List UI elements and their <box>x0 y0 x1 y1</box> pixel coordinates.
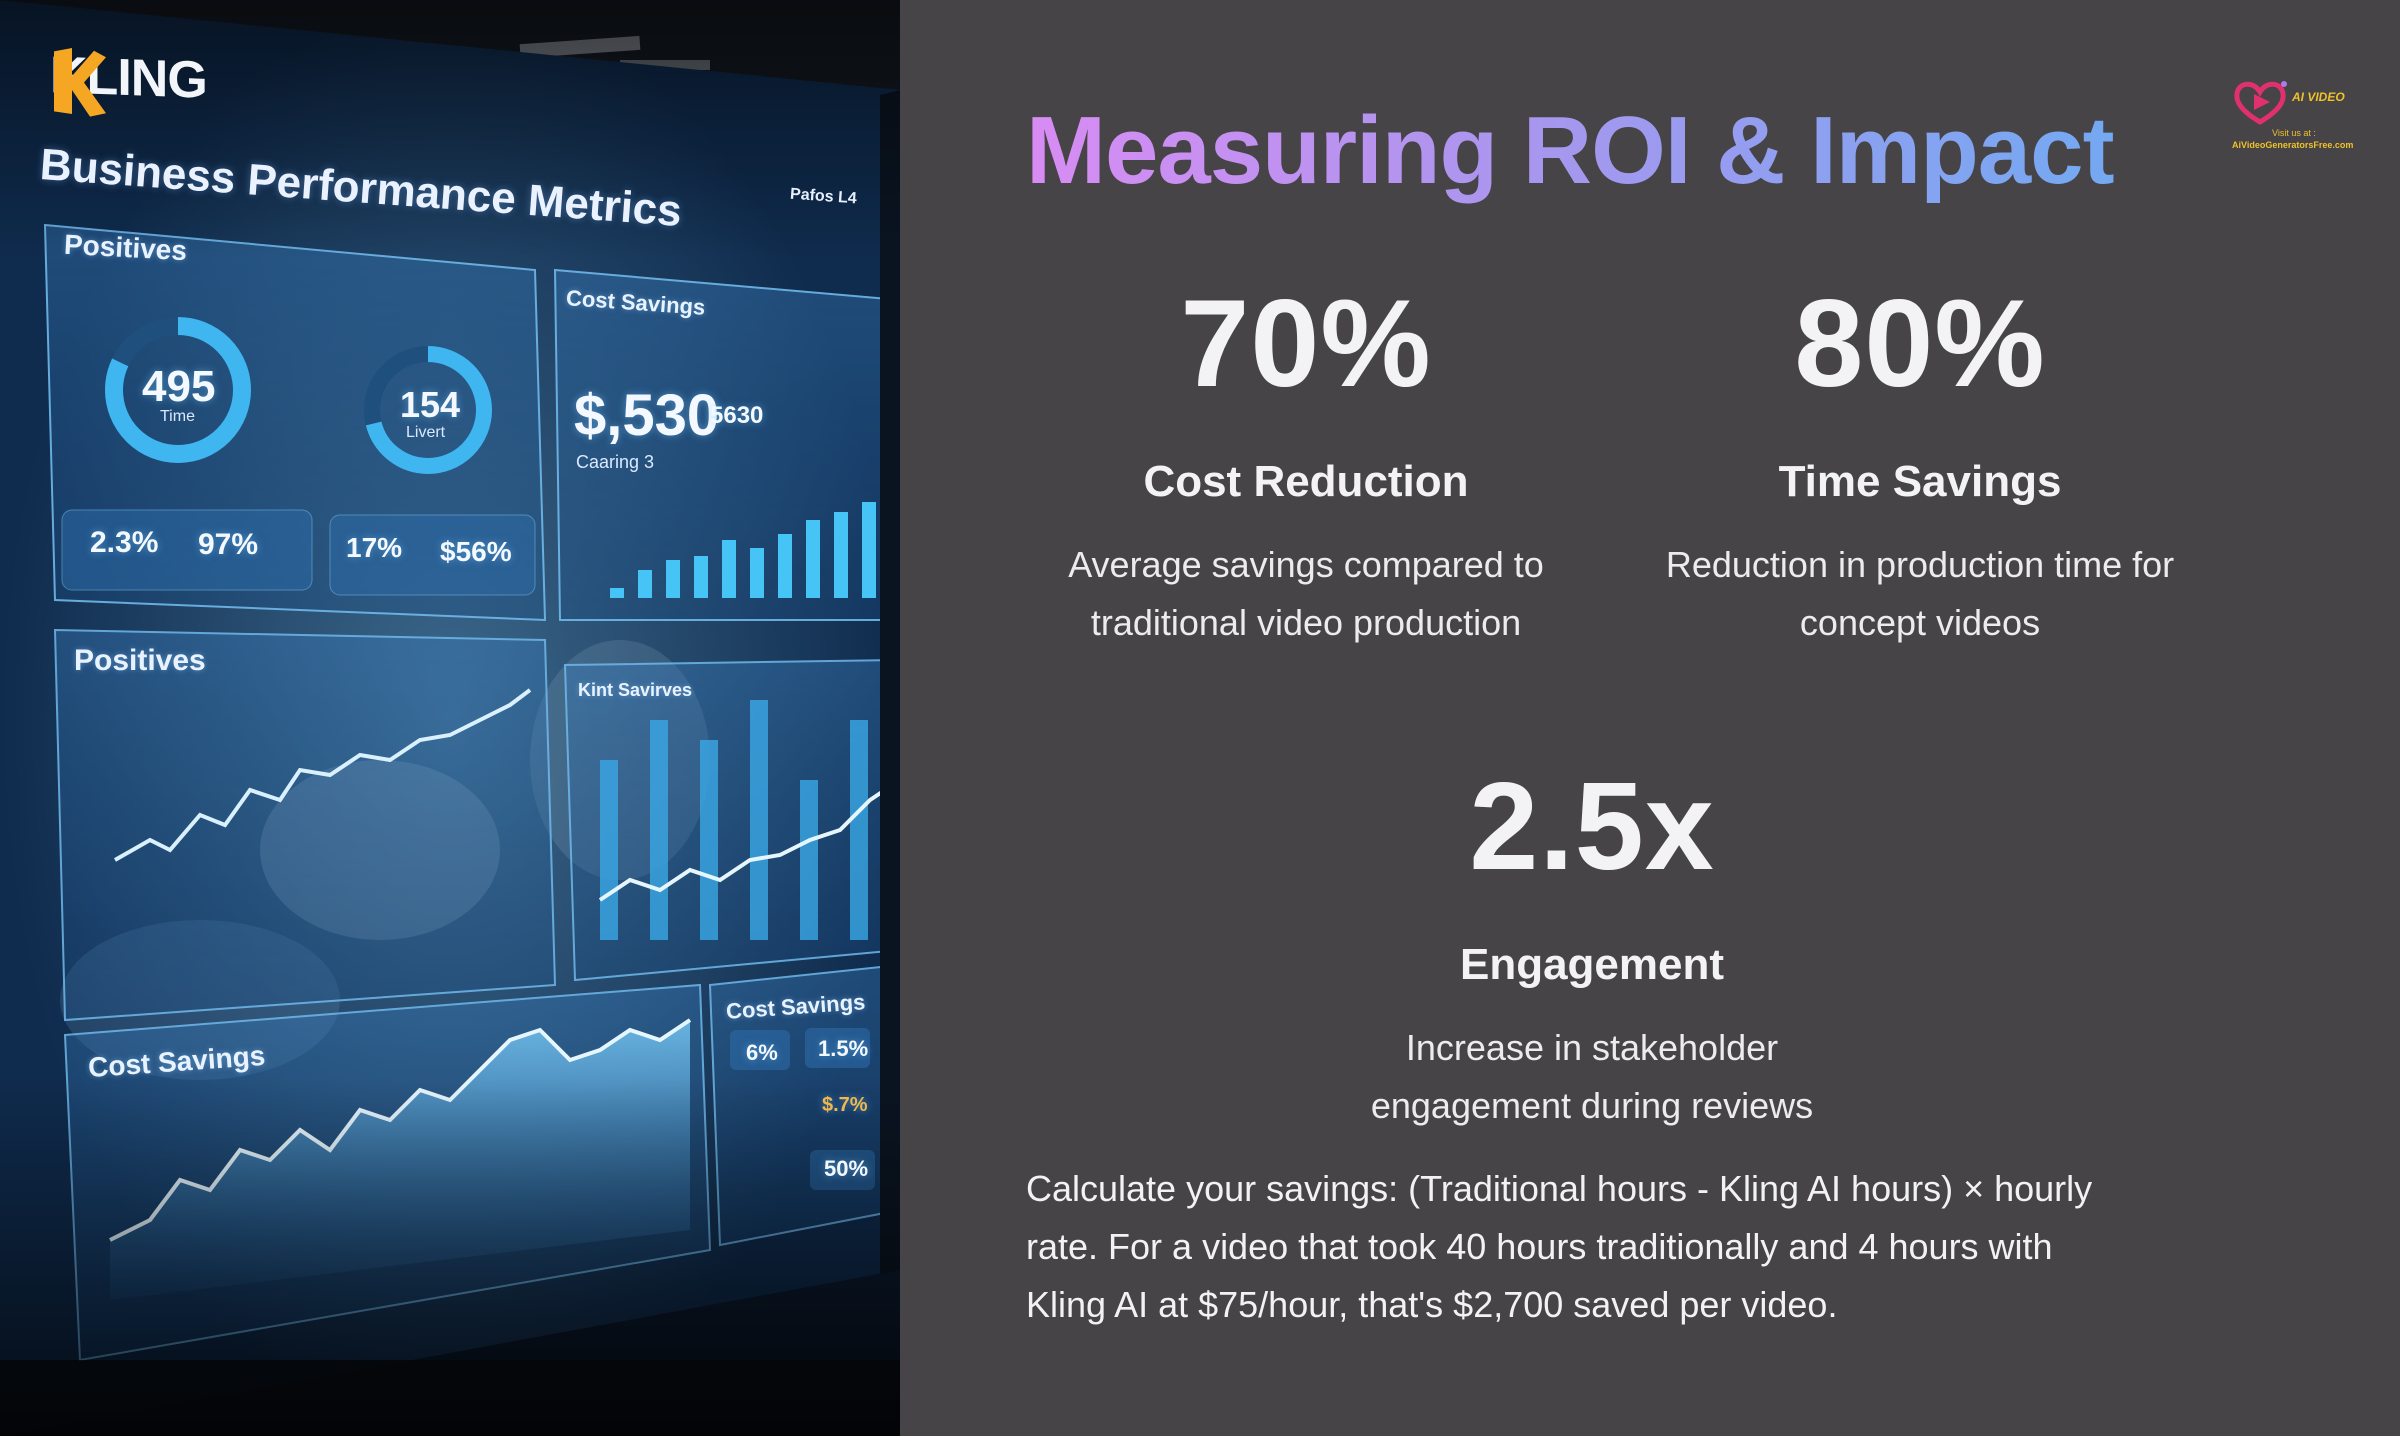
stat-description-line-1: Reduction in production time for <box>1665 544 2175 586</box>
tile-b-value-2: $56% <box>440 536 512 567</box>
footnote-line-2: rate. For a video that took 40 hours tra… <box>1026 1226 2053 1267</box>
chip-3: $.7% <box>822 1094 868 1116</box>
stat-description: Reduction in production time for concept… <box>1620 536 2220 652</box>
footnote-line-3: Kling AI at $75/hour, that's $2,700 save… <box>1026 1284 1838 1325</box>
footnote-line-1: Calculate your savings: (Traditional hou… <box>1026 1168 2093 1209</box>
big-value-sub: Caaring 3 <box>576 452 655 472</box>
stat-description: Increase in stakeholder engagement durin… <box>1312 1019 1872 1135</box>
chip-1: 6% <box>746 1040 778 1065</box>
tile-b-value-1: 17% <box>346 532 403 563</box>
tile-a-value-2: 97% <box>198 528 259 561</box>
stat-label: Cost Reduction <box>1143 457 1469 506</box>
stat-description: Average savings compared to traditional … <box>1026 536 1586 652</box>
brand-badge-name: AI VIDEO <box>2292 90 2345 104</box>
stat-description-line-2: concept videos <box>1799 602 2041 644</box>
slide-content: Measuring ROI & Impact AI VIDEO Visit us… <box>900 0 2400 1436</box>
panel-kint-label: Kint Savirves <box>578 680 693 700</box>
panel-positives-top-label: Positives <box>63 228 188 267</box>
play-heart-icon <box>2234 81 2287 125</box>
ring-1-label: Time <box>160 408 195 425</box>
kling-k-icon <box>54 48 106 117</box>
stat-engagement: 2.5x Engagement Increase in stakeholder … <box>1312 765 1872 1135</box>
stat-label: Time Savings <box>1778 457 2062 506</box>
page-title: Measuring ROI & Impact <box>1026 97 2115 204</box>
chip-4: 50% <box>824 1156 869 1181</box>
kling-logo: KLING <box>50 45 207 117</box>
stat-time-savings: 80% Time Savings Reduction in production… <box>1620 282 2220 652</box>
big-value: $,530 <box>574 383 720 448</box>
ring-1-value: 495 <box>142 362 216 411</box>
stat-value: 80% <box>1794 275 2046 413</box>
stat-value: 2.5x <box>1469 758 1715 896</box>
stat-label: Engagement <box>1459 940 1725 989</box>
brand-badge-visit: Visit us at : <box>2272 128 2316 138</box>
ring-2-value: 154 <box>400 384 461 425</box>
brand-badge-url: AiVideoGeneratorsFree.com <box>2232 140 2354 150</box>
big-value-small: 5630 <box>710 402 764 429</box>
stat-description-line-1: Increase in stakeholder <box>1405 1027 1779 1069</box>
stat-description-line-1: Average savings compared to <box>1068 544 1544 586</box>
stat-value: 70% <box>1180 275 1432 413</box>
tile-a-value-1: 2.3% <box>90 526 159 559</box>
panel-positives-mid-label: Positives <box>74 644 206 677</box>
stat-cost-reduction: 70% Cost Reduction Average savings compa… <box>1026 282 1586 652</box>
photo-vignette <box>0 0 900 1436</box>
dashboard-photo: KLING Business Performance Metrics Pafos… <box>0 0 900 1436</box>
chip-2: 1.5% <box>818 1036 869 1061</box>
stat-description-line-2: traditional video production <box>1090 602 1522 644</box>
ring-2-label: Livert <box>406 424 446 441</box>
savings-footnote: Calculate your savings: (Traditional hou… <box>1026 1160 2206 1334</box>
stat-description-line-2: engagement during reviews <box>1370 1085 1814 1127</box>
